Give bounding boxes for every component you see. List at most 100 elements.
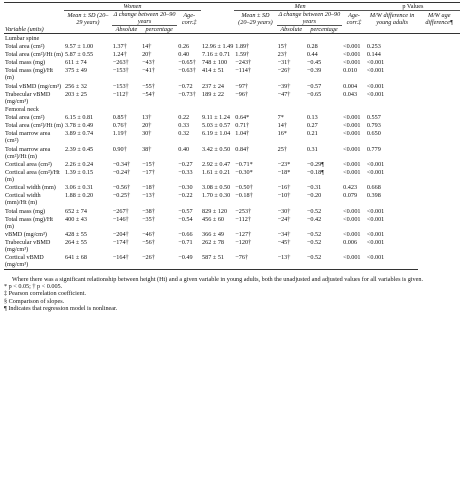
table-row: Total area (cm²)/Ht (m) 3.78 ± 0.49 0.76† 2… — [4, 122, 460, 130]
cell: 0.22 — [178, 114, 190, 122]
cell: 256 ± 32 — [65, 82, 87, 90]
cell: −0.56† — [112, 184, 131, 192]
table-row: Total vBMD (mg/cm³) 256 ± 32 −153† −55† −0.7… — [4, 82, 460, 90]
cell: <0.001 — [343, 215, 361, 223]
footnote: Where there was a significant relationsh… — [12, 275, 424, 283]
cell: 587 ± 51 — [201, 253, 235, 270]
row-label: Total mass (mg) — [5, 59, 46, 67]
row-label: Total marrow area (cm²) — [5, 130, 51, 145]
cell: 0.76† — [112, 122, 127, 130]
section-title: Lumbar spine — [5, 34, 40, 42]
cell: 3.08 ± 0.50 — [202, 184, 231, 192]
cell: 20† — [142, 50, 152, 58]
cell: 0.079 — [343, 192, 358, 200]
cell: <0.001 — [343, 230, 361, 238]
table-row: Cortical vBMD (mg/cm³) 641 ± 68 −164† −26† −… — [4, 253, 460, 270]
column-header: Δ change between 20–90 years — [113, 11, 176, 25]
cell: −39† — [277, 82, 291, 90]
row-label: Total mass (mg)/Ht (m) — [5, 215, 54, 230]
cell: −0.42 — [306, 215, 322, 223]
cell: −0.65 — [306, 90, 322, 98]
cell: −0.24† — [112, 169, 131, 177]
cell: <0.001 — [366, 230, 385, 238]
cell: <0.001 — [366, 160, 385, 168]
cell: 611 ± 74 — [65, 59, 87, 67]
cell: 0.26 — [178, 42, 190, 50]
table-row: Total mass (mg) 611 ± 74 −263† −43† −0.65† 74… — [4, 59, 460, 67]
footnotes: Where there was a significant relationsh… — [4, 276, 460, 312]
cell: −18† — [142, 184, 155, 192]
cell: 0.779 — [366, 145, 381, 153]
cell: 14† — [277, 122, 287, 130]
column-header: Δ change between 20–90 years — [278, 11, 341, 25]
cell: <0.001 — [343, 59, 361, 67]
data-table: Women Men p Values Mean ± SD (20–29 year… — [4, 2, 460, 270]
cell: <0.001 — [366, 215, 385, 223]
row-label: Cortical width (mm) — [5, 184, 56, 192]
cell: −23* — [277, 160, 291, 168]
cell: −112† — [235, 215, 251, 223]
cell: −0.25† — [112, 192, 131, 200]
section-title: Femoral neck — [5, 105, 39, 113]
cell: 1.88 ± 0.20 — [65, 192, 94, 200]
cell: <0.001 — [366, 207, 385, 215]
cell: 12.96 ± 1.49 — [202, 42, 234, 50]
cell: 1.24† — [112, 50, 127, 58]
table-row: vBMD (mg/cm³) 428 ± 55 −204† −46† −0.66 366 ±… — [4, 230, 460, 238]
cell: 2.26 ± 0.24 — [65, 160, 94, 168]
cell: −0.30* — [235, 169, 253, 177]
cell: −56† — [142, 239, 155, 247]
cell: 262 ± 78 — [202, 239, 225, 247]
cell: 6.15 ± 0.81 — [65, 114, 94, 122]
row-label: vBMD (mg/cm³) — [5, 230, 47, 238]
cell: 0.13 — [306, 114, 318, 122]
cell: −0.33 — [178, 169, 193, 177]
cell: −26† — [141, 253, 178, 270]
cell: 1.89† — [235, 42, 250, 50]
table-row: Trabecular vBMD (mg/cm³) 203 ± 25 −112† −54… — [4, 90, 460, 105]
cell: 38† — [142, 145, 152, 153]
cell: 1.19† — [112, 130, 127, 138]
table-row: Total area (cm²) 9.57 ± 1.00 1.37† 14† 0.26 1… — [4, 42, 460, 50]
cell: 20† — [142, 122, 152, 130]
cell: 0.40 — [178, 50, 190, 58]
cell: −16† — [277, 184, 291, 192]
cell: −26† — [277, 67, 291, 75]
cell: 641 ± 68 — [64, 253, 112, 270]
sub-header: percentage — [305, 25, 343, 34]
cell: −0.65† — [178, 59, 196, 67]
cell: 189 ± 22 — [202, 90, 225, 98]
cell: −76† — [234, 253, 277, 270]
cell: <0.001 — [366, 239, 385, 247]
cell: 0.006 — [343, 239, 358, 247]
cell: −263† — [112, 59, 129, 67]
row-label: Total vBMD (mg/cm³) — [5, 82, 62, 90]
cell: −267† — [112, 207, 129, 215]
row-label: Total mass (mg)/Ht (m) — [5, 67, 54, 82]
cell: 0.253 — [366, 42, 381, 50]
cell: −55† — [142, 82, 155, 90]
cell: 25† — [277, 145, 287, 153]
cell: −0.52 — [306, 239, 322, 247]
cell: 264 ± 55 — [65, 239, 87, 247]
table-row: Cortical width (mm) 3.06 ± 0.31 −0.56† −18†… — [4, 184, 460, 192]
cell: −10† — [277, 192, 291, 200]
cell: 1.61 ± 0.21 — [202, 169, 231, 177]
cell: 9.11 ± 1.24 — [202, 114, 230, 122]
cell: <0.001 — [366, 67, 385, 75]
cell: 0.27 — [306, 122, 318, 130]
cell: −243† — [235, 59, 252, 67]
table-row: Cortical width (mm)/Ht (m) 1.88 ± 0.20 −0.… — [4, 192, 460, 207]
cell: 3.78 ± 0.49 — [65, 122, 94, 130]
table-row: Total mass (mg)/Ht (m) 400 ± 43 −146† −35† −… — [4, 215, 460, 230]
cell: 0.32 — [178, 130, 190, 138]
row-label: Total area (cm²)/Ht (m) — [5, 50, 63, 58]
cell: 5.87 ± 0.55 — [65, 50, 94, 58]
cell: −13† — [142, 192, 155, 200]
cell: 652 ± 74 — [65, 207, 87, 215]
table-row: Total marrow area (cm²)/Ht (m) 2.39 ± 0.4… — [4, 145, 460, 160]
cell: −253† — [235, 207, 252, 215]
cell: 0.650 — [366, 130, 381, 138]
sub-header: percentage — [141, 25, 178, 34]
row-label: Cortical area (cm²)/Ht (m) — [5, 169, 60, 184]
